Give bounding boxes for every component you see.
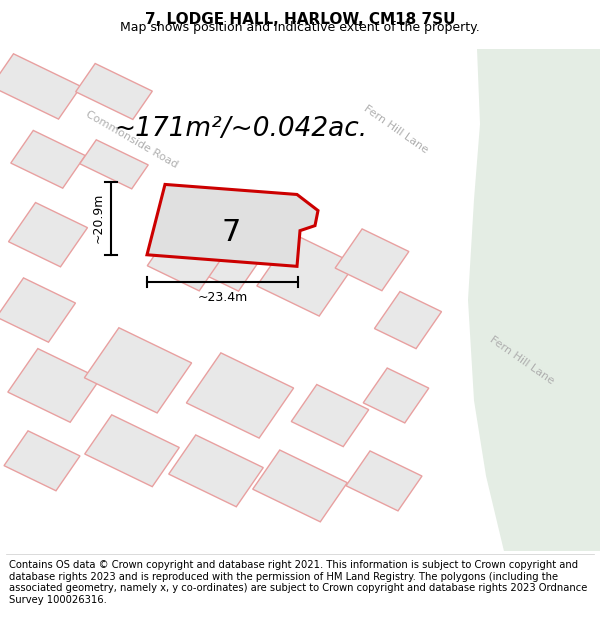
Text: Map shows position and indicative extent of the property.: Map shows position and indicative extent… — [120, 21, 480, 34]
Polygon shape — [80, 140, 148, 189]
Polygon shape — [171, 208, 273, 291]
Polygon shape — [0, 54, 81, 119]
Polygon shape — [11, 131, 85, 188]
Text: Fern Hill Lane: Fern Hill Lane — [488, 334, 556, 386]
Text: ~20.9m: ~20.9m — [91, 193, 104, 243]
Polygon shape — [169, 435, 263, 507]
Polygon shape — [4, 431, 80, 491]
Polygon shape — [8, 349, 100, 423]
Text: 7, LODGE HALL, HARLOW, CM18 7SU: 7, LODGE HALL, HARLOW, CM18 7SU — [145, 12, 455, 27]
Polygon shape — [291, 384, 369, 447]
Text: 7: 7 — [221, 217, 241, 247]
Polygon shape — [0, 278, 76, 342]
Polygon shape — [253, 450, 347, 522]
Polygon shape — [76, 64, 152, 119]
Text: ~23.4m: ~23.4m — [197, 291, 248, 304]
Text: Contains OS data © Crown copyright and database right 2021. This information is : Contains OS data © Crown copyright and d… — [9, 560, 587, 605]
Text: ~171m²/~0.042ac.: ~171m²/~0.042ac. — [113, 116, 367, 142]
Text: Commonside Road: Commonside Road — [84, 109, 180, 169]
Polygon shape — [85, 328, 191, 413]
Text: Fern Hill Lane: Fern Hill Lane — [362, 103, 430, 155]
Polygon shape — [187, 353, 293, 438]
Polygon shape — [468, 49, 600, 551]
Polygon shape — [257, 234, 355, 316]
Polygon shape — [147, 184, 318, 266]
Polygon shape — [147, 229, 225, 291]
Polygon shape — [363, 368, 429, 423]
Polygon shape — [8, 202, 88, 267]
Polygon shape — [85, 415, 179, 487]
Polygon shape — [346, 451, 422, 511]
Polygon shape — [374, 291, 442, 349]
Polygon shape — [335, 229, 409, 291]
